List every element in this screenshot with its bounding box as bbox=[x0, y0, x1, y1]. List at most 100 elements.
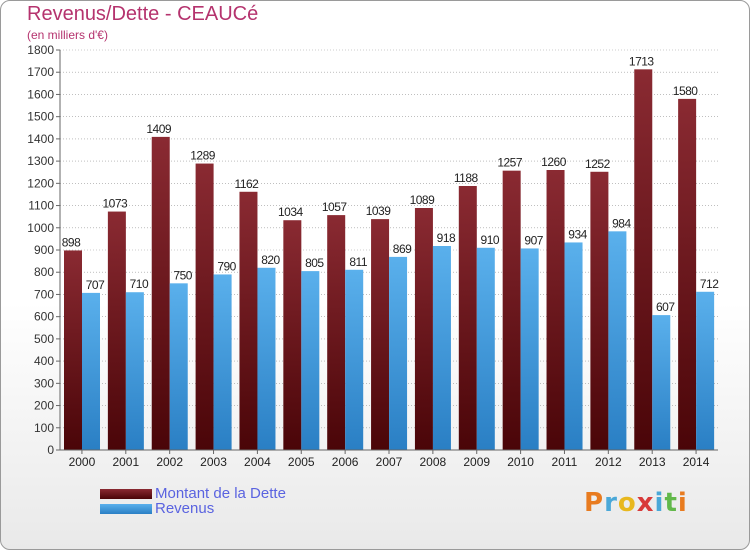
y-tick-label: 1000 bbox=[27, 221, 54, 235]
data-label-revenus: 707 bbox=[86, 278, 105, 292]
bar-revenus bbox=[520, 248, 539, 450]
logo-letter: P bbox=[584, 488, 605, 518]
data-label-dette: 1188 bbox=[454, 171, 479, 185]
x-tick-label: 2001 bbox=[112, 455, 139, 469]
data-label-revenus: 750 bbox=[173, 268, 192, 282]
bar-revenus bbox=[301, 271, 320, 450]
bar-dette bbox=[634, 69, 653, 450]
legend-swatch-revenus bbox=[100, 504, 152, 514]
legend-swatch-dette bbox=[100, 489, 152, 499]
x-tick-label: 2000 bbox=[69, 455, 96, 469]
logo-letter: r bbox=[604, 488, 618, 518]
bar-revenus bbox=[257, 267, 276, 450]
x-tick-label: 2011 bbox=[552, 455, 578, 469]
x-tick-label: 2008 bbox=[420, 455, 447, 469]
legend-label-revenus: Revenus bbox=[155, 500, 215, 517]
data-label-revenus: 918 bbox=[437, 231, 456, 245]
x-tick-label: 2005 bbox=[288, 455, 315, 469]
x-tick-label: 2007 bbox=[376, 455, 403, 469]
x-tick-label: 2014 bbox=[683, 455, 710, 469]
data-label-revenus: 984 bbox=[612, 216, 631, 230]
bar-dette bbox=[64, 250, 82, 450]
bar-dette bbox=[239, 191, 258, 450]
bar-revenus bbox=[608, 231, 627, 450]
bar-revenus bbox=[564, 242, 583, 450]
data-label-dette: 1252 bbox=[585, 157, 611, 171]
logo-letter: i bbox=[677, 488, 688, 518]
x-tick-label: 2003 bbox=[200, 455, 227, 469]
proxiti-logo: Proxiti bbox=[584, 488, 688, 518]
bar-dette bbox=[590, 171, 609, 450]
data-label-dette: 1580 bbox=[673, 84, 699, 98]
data-label-dette: 1289 bbox=[190, 149, 216, 163]
data-label-revenus: 820 bbox=[261, 253, 280, 267]
data-label-dette: 1713 bbox=[629, 54, 655, 68]
bar-revenus bbox=[652, 315, 671, 450]
logo-letter: o bbox=[617, 488, 637, 518]
bar-dette bbox=[327, 215, 346, 450]
y-tick-label: 1100 bbox=[28, 199, 54, 213]
data-label-dette: 1257 bbox=[497, 156, 523, 170]
bar-dette bbox=[546, 170, 565, 450]
bar-dette bbox=[195, 163, 214, 451]
bar-dette bbox=[371, 219, 390, 450]
data-label-dette: 1162 bbox=[235, 177, 260, 191]
data-label-revenus: 811 bbox=[349, 255, 367, 269]
data-label-revenus: 710 bbox=[130, 277, 149, 291]
y-tick-label: 100 bbox=[34, 421, 54, 435]
x-tick-label: 2006 bbox=[332, 455, 359, 469]
y-tick-label: 500 bbox=[34, 332, 54, 346]
bar-revenus bbox=[432, 246, 451, 450]
y-tick-label: 400 bbox=[34, 354, 54, 368]
bar-dette bbox=[458, 186, 477, 450]
y-tick-label: 600 bbox=[34, 310, 54, 324]
y-tick-label: 300 bbox=[34, 376, 54, 390]
x-tick-label: 2012 bbox=[595, 455, 622, 469]
data-label-dette: 1034 bbox=[278, 205, 304, 219]
data-label-dette: 1089 bbox=[410, 193, 436, 207]
data-label-dette: 1039 bbox=[366, 204, 392, 218]
data-label-revenus: 805 bbox=[305, 256, 324, 270]
chart-subtitle: (en milliers d'€) bbox=[27, 28, 108, 42]
data-label-revenus: 869 bbox=[393, 242, 412, 256]
bar-revenus bbox=[213, 274, 232, 450]
bar-revenus bbox=[476, 247, 495, 450]
bar-dette bbox=[151, 136, 170, 450]
data-label-revenus: 607 bbox=[656, 300, 675, 314]
data-label-revenus: 790 bbox=[217, 259, 236, 273]
bar-revenus bbox=[125, 292, 144, 450]
y-tick-label: 1800 bbox=[27, 43, 54, 57]
y-tick-label: 1400 bbox=[27, 132, 54, 146]
x-tick-label: 2009 bbox=[463, 455, 490, 469]
data-label-dette: 1057 bbox=[322, 200, 348, 214]
data-label-revenus: 907 bbox=[524, 233, 543, 247]
data-label-revenus: 910 bbox=[481, 233, 500, 247]
bar-revenus bbox=[82, 292, 100, 450]
logo-letter: t bbox=[664, 488, 678, 518]
data-label-dette: 1260 bbox=[541, 155, 567, 169]
bar-dette bbox=[678, 98, 697, 450]
y-tick-label: 1300 bbox=[27, 154, 54, 168]
y-tick-label: 0 bbox=[47, 443, 54, 457]
y-tick-label: 700 bbox=[34, 287, 54, 301]
bar-dette bbox=[502, 170, 521, 450]
x-tick-label: 2002 bbox=[156, 455, 183, 469]
data-label-dette: 898 bbox=[62, 235, 81, 249]
y-tick-label: 1700 bbox=[27, 65, 54, 79]
chart-title: Revenus/Dette - CEAUCé bbox=[27, 3, 259, 25]
logo-letter: x bbox=[636, 488, 655, 518]
x-tick-label: 2010 bbox=[507, 455, 534, 469]
bar-revenus bbox=[169, 283, 188, 450]
x-tick-label: 2013 bbox=[639, 455, 666, 469]
data-label-dette: 1073 bbox=[103, 197, 129, 211]
data-label-dette: 1409 bbox=[146, 122, 172, 136]
bar-dette bbox=[414, 208, 433, 450]
legend-label-dette: Montant de la Dette bbox=[155, 485, 286, 502]
y-tick-label: 1600 bbox=[27, 87, 54, 101]
x-tick-label: 2004 bbox=[244, 455, 271, 469]
y-tick-label: 1200 bbox=[27, 176, 54, 190]
bar-dette bbox=[283, 220, 302, 450]
bar-revenus bbox=[389, 256, 408, 450]
y-tick-label: 800 bbox=[34, 265, 54, 279]
y-tick-label: 900 bbox=[34, 243, 54, 257]
